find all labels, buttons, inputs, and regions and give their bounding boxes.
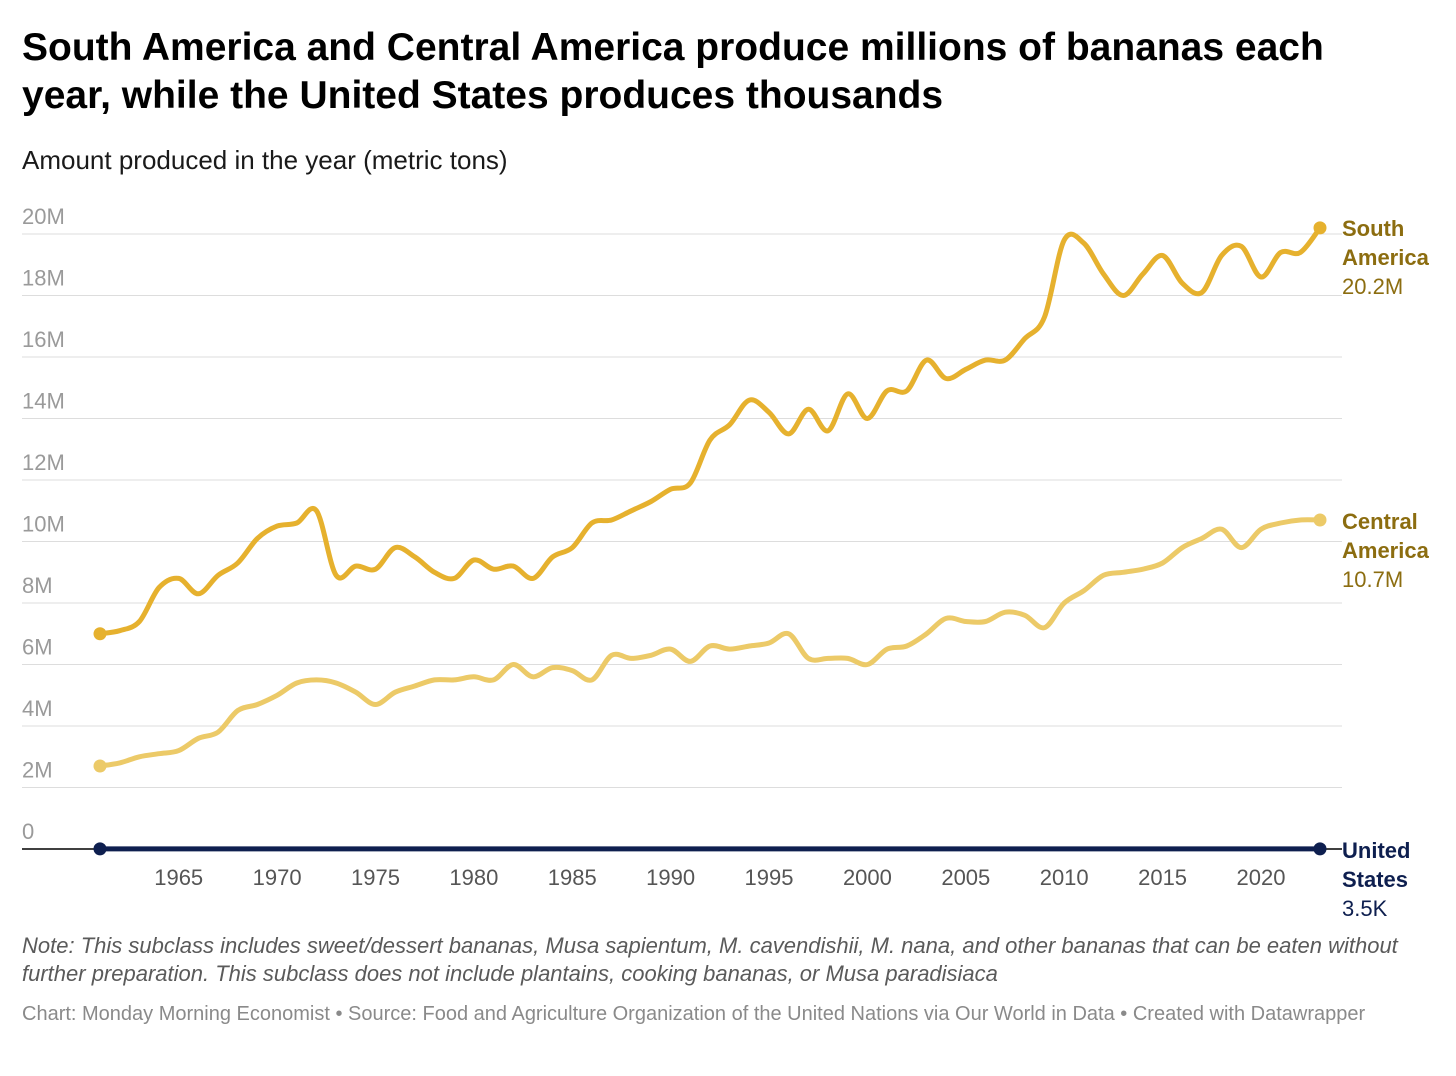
x-tick-label: 2005 [941,865,990,890]
y-tick-label: 6M [22,635,53,660]
gridlines [22,233,1342,850]
chart-subtitle: Amount produced in the year (metric tons… [22,145,508,175]
start-point-central-america [93,759,107,773]
y-tick-label: 12M [22,450,65,475]
series-value-central-america: 10.7M [1342,567,1403,592]
series-line-south-america [97,225,1323,637]
y-tick-label: 4M [22,696,53,721]
y-tick-label: 8M [22,573,53,598]
x-tick-label: 1980 [449,865,498,890]
series-value-united-states: 3.5K [1342,896,1388,921]
x-tick-label: 1965 [154,865,203,890]
start-point-united-states [93,842,107,856]
series-label-south-america: South [1342,216,1404,241]
start-point-south-america [93,627,107,641]
y-tick-label: 2M [22,758,53,783]
end-point-south-america [1313,221,1327,235]
chart-note: Note: This subclass includes sweet/desse… [22,933,1398,986]
x-tick-label: 1995 [745,865,794,890]
x-tick-label: 2015 [1138,865,1187,890]
y-tick-label: 16M [22,327,65,352]
end-point-united-states [1313,842,1327,856]
series-label-south-america-line2: America [1342,245,1430,270]
x-tick-label: 1970 [253,865,302,890]
y-tick-label: 20M [22,204,65,229]
series-line-central-america [97,517,1323,769]
y-axis-ticks: 0 2M 4M 6M 8M 10M 12M 14M 16M 18M 20M [22,204,65,844]
series-label-central-america-line2: America [1342,538,1430,563]
x-tick-label: 1985 [548,865,597,890]
chart-title: South America and Central America produc… [22,26,1324,117]
series-label-united-states: United [1342,838,1410,863]
y-tick-label: 0 [22,819,34,844]
y-tick-label: 14M [22,389,65,414]
x-axis-ticks: 1965 1970 1975 1980 1985 1990 1995 2000 2005 2010… [154,865,1285,890]
line-chart: 0 2M 4M 6M 8M 10M 12M 14M 16M 18M 20M 1965 1970 1975… [22,204,1430,921]
x-tick-label: 1990 [646,865,695,890]
x-tick-label: 2010 [1040,865,1089,890]
series-lines [93,221,1327,856]
x-tick-label: 2020 [1236,865,1285,890]
x-tick-label: 1975 [351,865,400,890]
series-label-united-states-line2: States [1342,867,1408,892]
end-point-central-america [1313,513,1327,527]
y-tick-label: 18M [22,266,65,291]
chart-credit: Chart: Monday Morning Economist • Source… [22,1003,1366,1025]
y-tick-label: 10M [22,512,65,537]
series-labels: South America 20.2M Central America 10.7M Unit… [1342,216,1430,921]
series-label-central-america: Central [1342,509,1418,534]
x-tick-label: 2000 [843,865,892,890]
series-value-south-america: 20.2M [1342,274,1403,299]
